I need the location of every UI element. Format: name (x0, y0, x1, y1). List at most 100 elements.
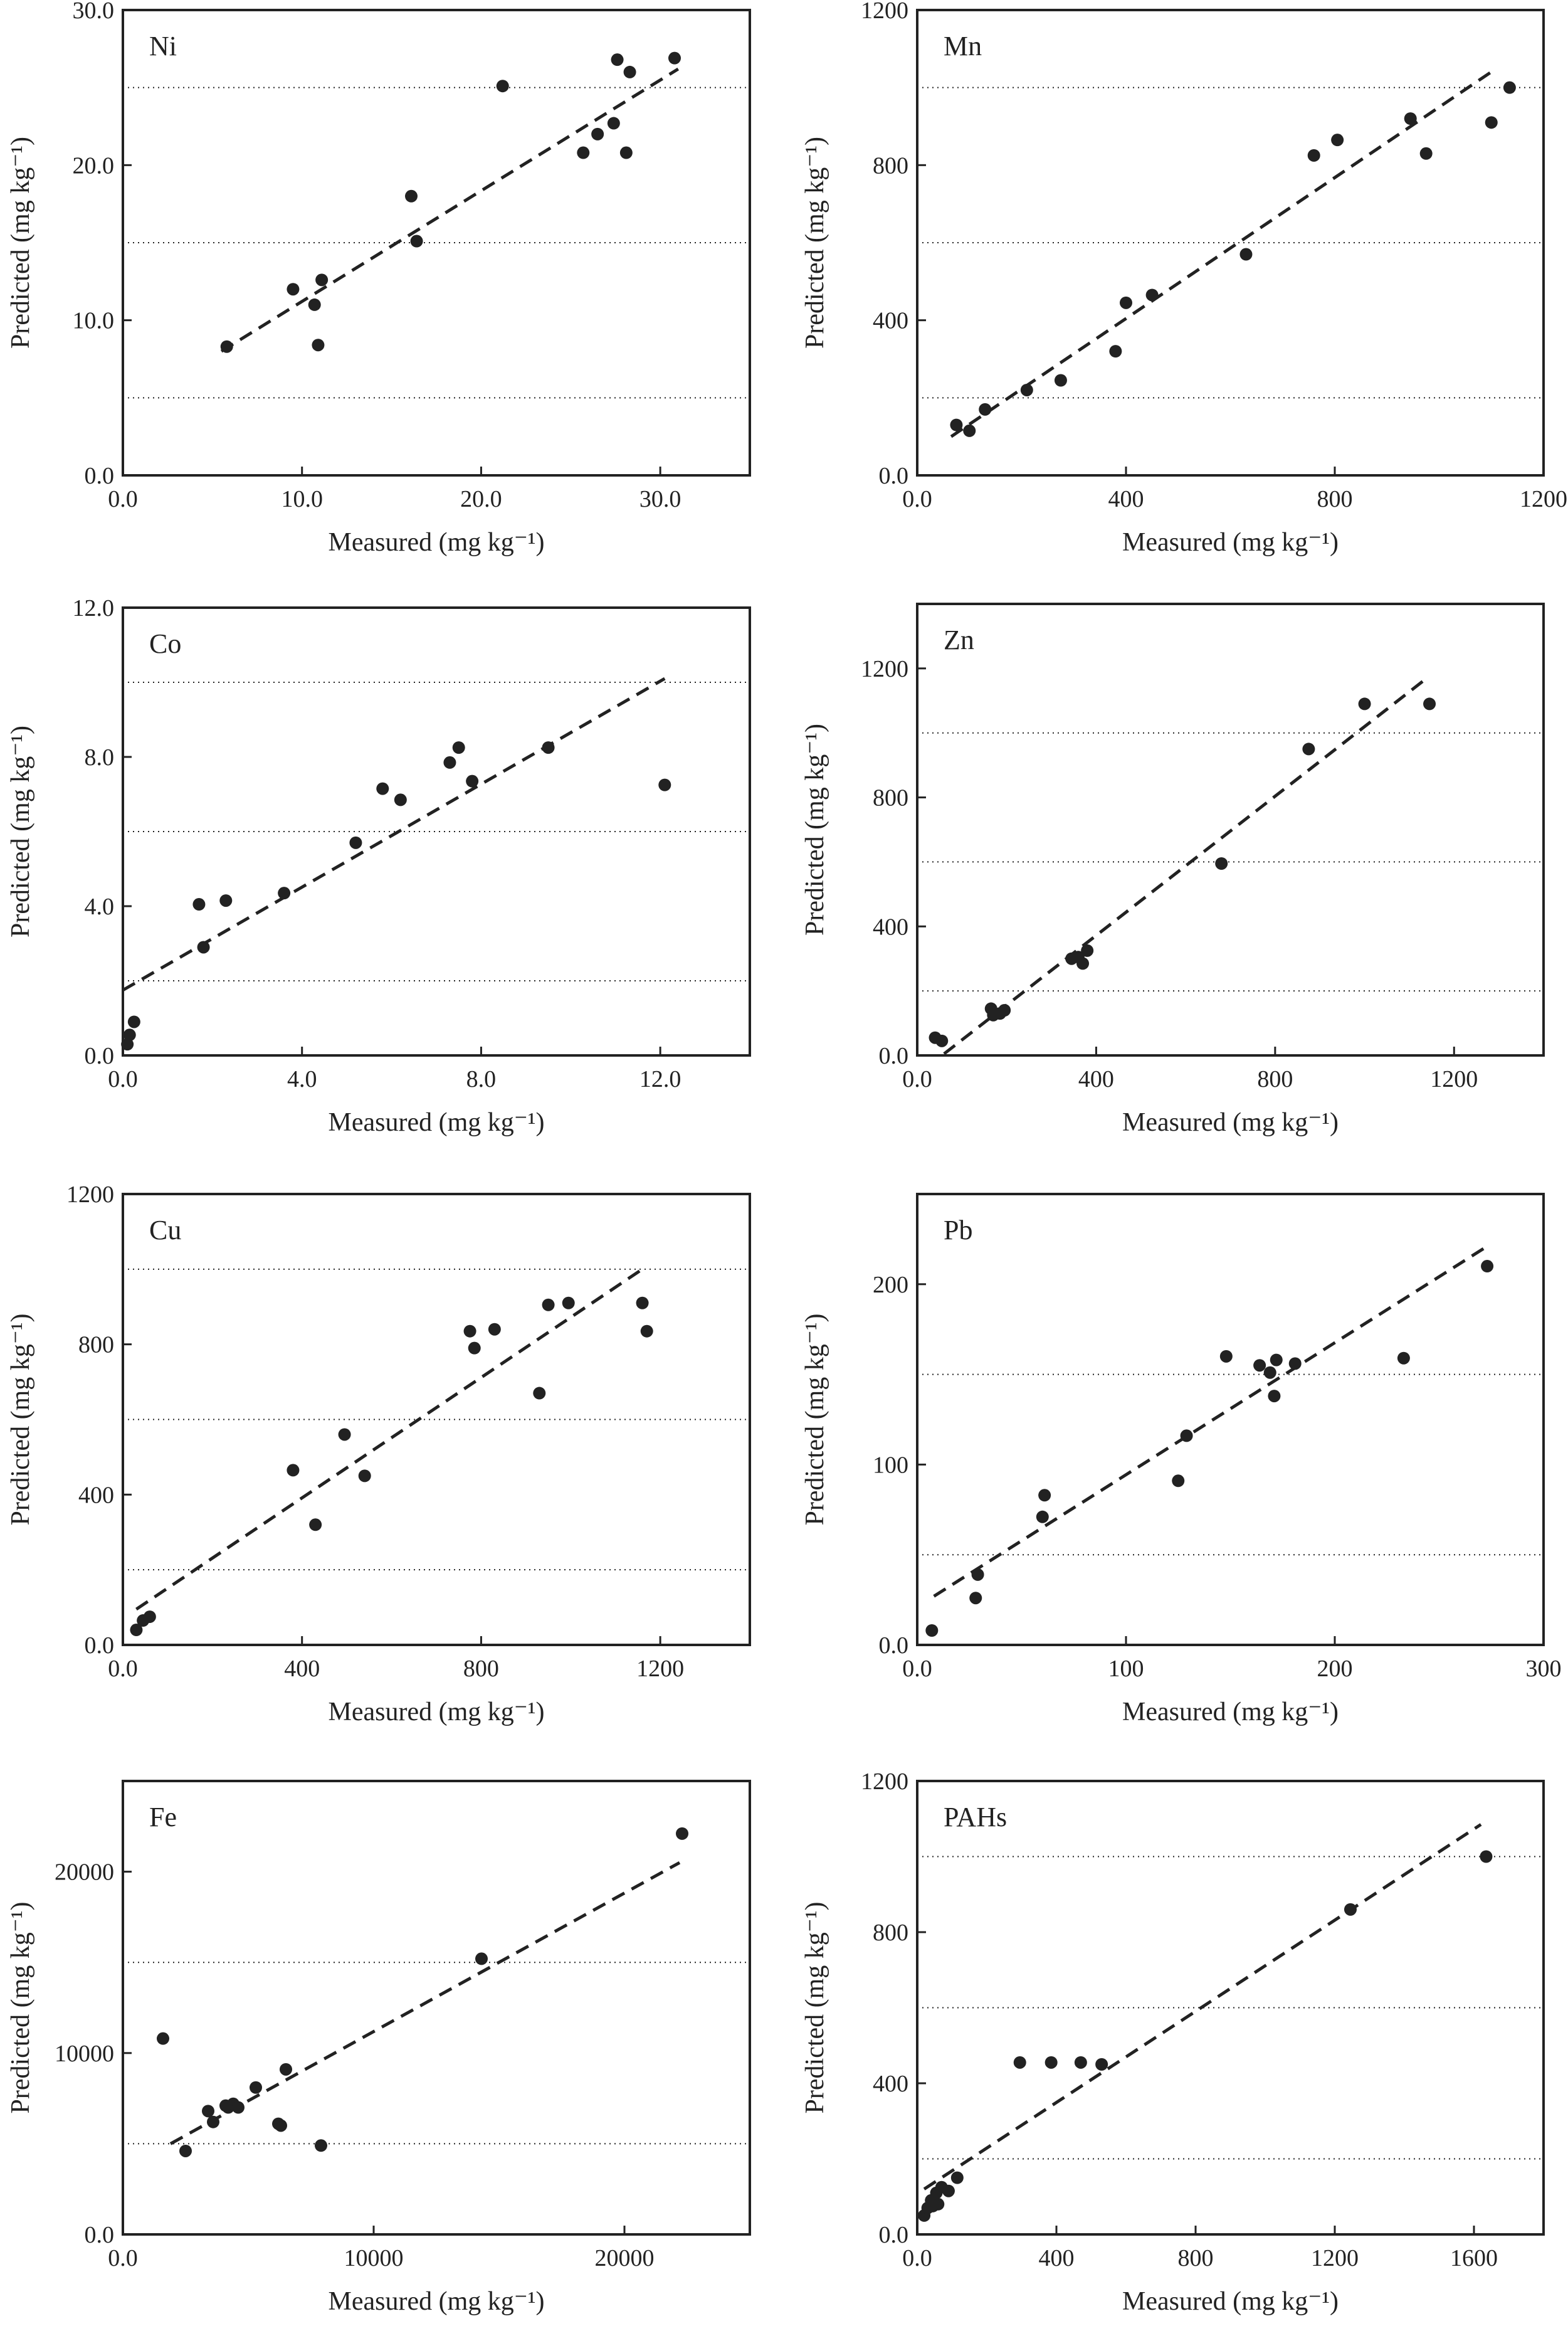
x-tick-label: 200 (1317, 1656, 1353, 1682)
y-axis-label: Predicted (mg kg⁻¹) (6, 1313, 35, 1525)
data-point (1331, 134, 1344, 147)
data-point (475, 1952, 488, 1965)
chart-panel-cu: 0.0 400 800 1200 0.0 400 800 1200 Cu Measured (mg… (6, 1181, 751, 1726)
x-tick-label: 400 (284, 1656, 320, 1682)
data-point (623, 65, 636, 78)
data-point (1268, 1390, 1281, 1403)
data-point (315, 273, 329, 287)
data-point (287, 1464, 300, 1477)
data-point (950, 2171, 964, 2184)
data-point (562, 1296, 575, 1309)
data-point (950, 418, 963, 431)
x-tick-label: 0.0 (902, 1656, 932, 1682)
panel-label: Fe (149, 1802, 177, 1832)
y-tick-label: 12.0 (73, 595, 115, 621)
data-point (232, 2101, 245, 2114)
data-point (275, 2119, 287, 2132)
x-tick-label: 20000 (595, 2245, 655, 2271)
y-tick-label: 400 (873, 2071, 908, 2097)
chart-panel-pahs: 0.0 400 800 1200 1600 0.0 400 800 1200 PAHs Measur… (801, 1768, 1545, 2316)
data-point (250, 2081, 262, 2094)
y-tick-label: 100 (873, 1452, 908, 1478)
data-point (1253, 1359, 1266, 1372)
x-tick-label: 400 (1108, 486, 1144, 512)
x-axis-label: Measured (mg kg⁻¹) (328, 1698, 544, 1726)
data-point (1503, 81, 1516, 94)
data-point (1270, 1353, 1283, 1366)
x-tick-label: 0.0 (108, 1066, 138, 1092)
x-tick-label: 800 (1317, 486, 1353, 512)
data-point (123, 1028, 136, 1042)
y-tick-label: 0.0 (879, 1043, 909, 1069)
y-tick-label: 30.0 (73, 0, 115, 24)
y-axis-label: Predicted (mg kg⁻¹) (801, 137, 829, 349)
data-point (405, 189, 418, 203)
y-tick-label: 4.0 (85, 894, 115, 920)
data-point (376, 782, 389, 795)
data-point (611, 53, 624, 66)
data-point (315, 2139, 327, 2152)
data-point (157, 2032, 169, 2045)
data-point (394, 793, 407, 806)
data-point (130, 1624, 143, 1637)
data-point (1172, 1474, 1185, 1488)
data-point (468, 1341, 481, 1355)
x-tick-label: 30.0 (639, 486, 681, 512)
regression-line (943, 680, 1424, 1055)
y-tick-label: 10.0 (73, 308, 115, 334)
chart-panel-pb: 0.0 100 200 300 0.0 100 200 Pb Measured (mg kg⁻¹… (801, 1193, 1562, 1726)
y-tick-label: 800 (78, 1332, 114, 1358)
panel-label: Pb (944, 1215, 972, 1245)
y-tick-label: 800 (873, 152, 908, 179)
x-tick-label: 0.0 (108, 486, 138, 512)
data-point (1485, 116, 1498, 129)
y-axis-label: Predicted (mg kg⁻¹) (6, 137, 35, 349)
data-point (1302, 743, 1315, 756)
data-point (312, 339, 325, 352)
x-tick-label: 0.0 (108, 1656, 138, 1682)
data-point (1404, 112, 1417, 125)
y-tick-label: 200 (873, 1272, 908, 1298)
data-point (287, 283, 300, 296)
y-tick-label: 8.0 (85, 744, 115, 771)
x-tick-label: 0.0 (902, 2245, 932, 2271)
regression-line (135, 1267, 643, 1611)
data-point (676, 1827, 688, 1840)
x-axis-label: Measured (mg kg⁻¹) (1122, 2287, 1339, 2316)
data-point (220, 340, 233, 353)
data-point (1074, 2056, 1087, 2069)
data-point (1219, 1350, 1233, 1363)
data-point (1239, 248, 1253, 261)
data-point (963, 424, 976, 437)
x-axis-label: Measured (mg kg⁻¹) (1122, 1108, 1339, 1137)
data-point (143, 1610, 156, 1624)
data-point (1038, 1489, 1051, 1502)
data-point (636, 1296, 649, 1309)
x-tick-label: 400 (1039, 2245, 1075, 2271)
data-point (1013, 2056, 1026, 2069)
x-tick-label: 800 (1178, 2245, 1214, 2271)
x-tick-label: 12.0 (639, 1066, 681, 1092)
y-tick-label: 0.0 (879, 1632, 909, 1659)
plot-frame (122, 606, 751, 1057)
chart-panel-mn: 0.0 400 800 1200 0.0 400 800 1200 Mn Measured (mg… (801, 0, 1567, 557)
data-point (197, 941, 210, 954)
data-point (969, 1592, 982, 1605)
x-tick-label: 1200 (636, 1656, 684, 1682)
data-point (452, 741, 465, 754)
y-tick-label: 400 (873, 914, 908, 940)
data-point (1076, 957, 1090, 970)
panel-label: Co (149, 628, 181, 659)
data-point (207, 2115, 219, 2128)
y-tick-label: 0.0 (85, 2222, 115, 2248)
data-point (219, 894, 233, 907)
y-tick-label: 1200 (861, 656, 908, 682)
regression-line (220, 67, 680, 353)
x-tick-label: 20.0 (460, 486, 502, 512)
x-tick-label: 0.0 (902, 486, 932, 512)
data-point (658, 778, 671, 791)
data-point (463, 1324, 476, 1338)
data-point (971, 1568, 984, 1581)
regression-line (169, 1861, 681, 2145)
